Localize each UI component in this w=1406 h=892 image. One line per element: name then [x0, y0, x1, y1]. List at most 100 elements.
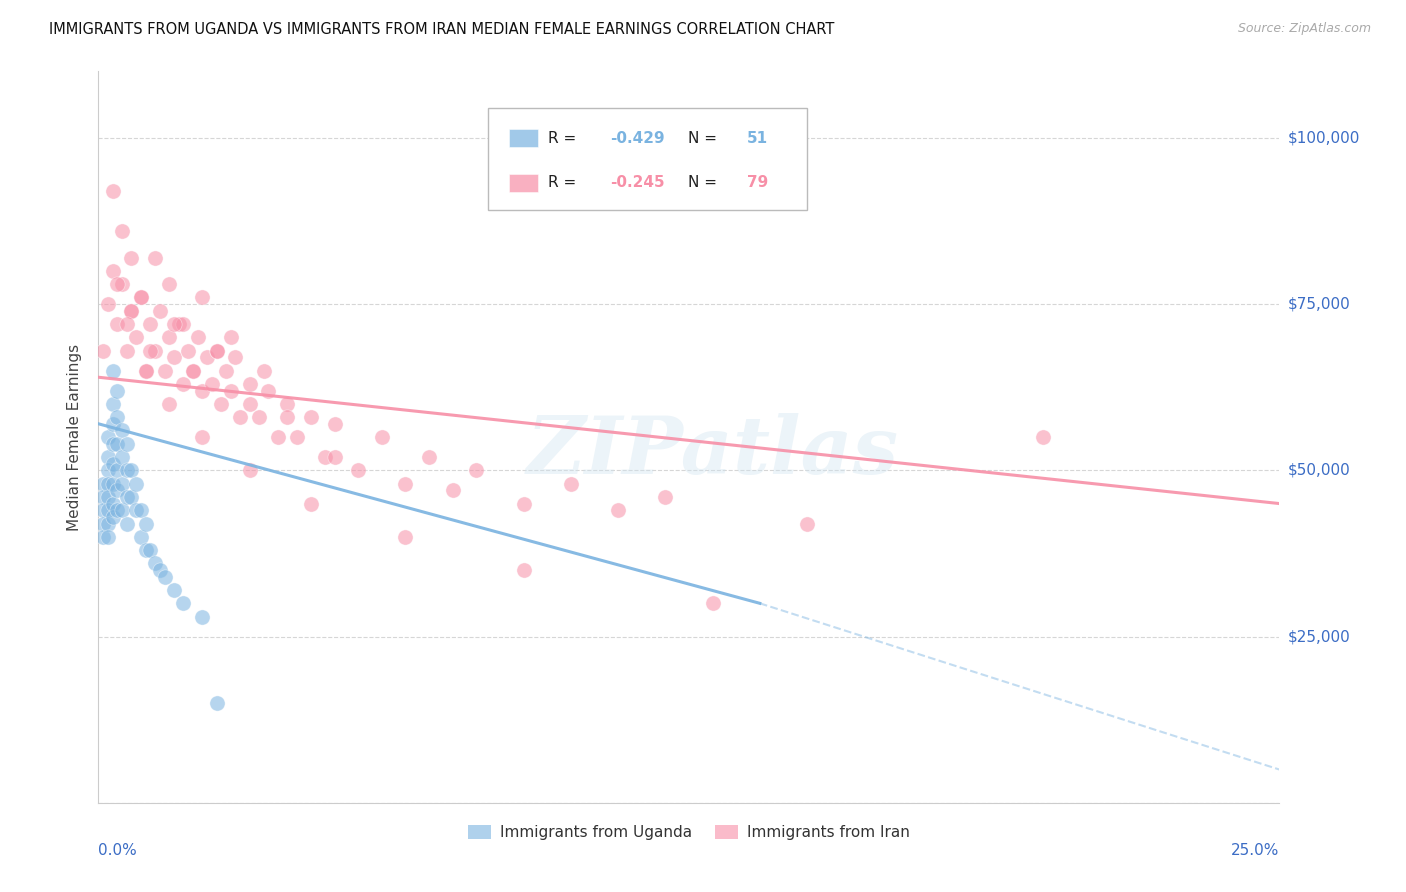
Point: [115, 436, 138, 450]
Text: ZIPatlas: ZIPatlas: [526, 413, 898, 491]
Point: [101, 436, 124, 450]
Point: [111, 424, 134, 438]
Point: [187, 330, 209, 344]
Point: [167, 317, 190, 331]
Point: [105, 463, 128, 477]
Point: [135, 363, 157, 377]
Point: [125, 330, 148, 344]
Point: [371, 430, 394, 444]
Point: [239, 397, 262, 411]
Point: [105, 503, 128, 517]
Point: [205, 343, 228, 358]
Point: [115, 317, 138, 331]
Text: 0.0%: 0.0%: [98, 843, 138, 858]
Point: [149, 563, 172, 577]
Text: $75,000: $75,000: [1288, 297, 1351, 311]
Point: [115, 516, 138, 531]
Point: [153, 363, 176, 377]
Point: [105, 436, 128, 450]
Point: [91, 490, 114, 504]
Point: [314, 450, 336, 464]
Point: [115, 343, 138, 358]
Point: [91, 343, 114, 358]
Point: [143, 251, 166, 265]
Point: [101, 457, 124, 471]
Point: [276, 410, 298, 425]
Point: [219, 384, 242, 398]
Point: [105, 384, 128, 398]
Point: [229, 410, 252, 425]
Point: [101, 363, 124, 377]
Point: [135, 363, 157, 377]
Point: [121, 251, 143, 265]
Point: [181, 363, 204, 377]
Point: [125, 503, 148, 517]
Point: [111, 503, 134, 517]
Point: [101, 397, 124, 411]
Point: [441, 483, 464, 498]
Point: [172, 376, 194, 391]
Point: [129, 290, 152, 304]
Point: [139, 343, 162, 358]
Point: [560, 476, 582, 491]
Point: [702, 596, 724, 610]
Y-axis label: Median Female Earnings: Median Female Earnings: [67, 343, 83, 531]
Point: [111, 224, 134, 238]
Point: [205, 343, 228, 358]
Point: [299, 410, 322, 425]
Point: [394, 530, 416, 544]
Point: [97, 450, 120, 464]
Point: [347, 463, 370, 477]
Point: [139, 543, 162, 558]
Text: $100,000: $100,000: [1288, 130, 1360, 145]
Point: [191, 384, 214, 398]
Text: R =: R =: [548, 176, 582, 190]
Text: Source: ZipAtlas.com: Source: ZipAtlas.com: [1237, 22, 1371, 36]
Point: [163, 317, 186, 331]
Point: [105, 483, 128, 498]
Point: [224, 351, 246, 365]
Point: [129, 530, 152, 544]
Point: [239, 463, 262, 477]
Point: [121, 490, 143, 504]
Point: [247, 410, 270, 425]
Point: [149, 303, 172, 318]
Point: [97, 476, 120, 491]
Point: [157, 277, 180, 292]
Point: [111, 277, 134, 292]
Point: [323, 450, 346, 464]
Text: -0.429: -0.429: [610, 131, 665, 145]
Point: [105, 410, 128, 425]
Text: $50,000: $50,000: [1288, 463, 1351, 478]
Point: [153, 570, 176, 584]
Point: [143, 557, 166, 571]
Point: [1032, 430, 1054, 444]
Point: [163, 582, 186, 597]
Point: [654, 490, 676, 504]
Point: [267, 430, 290, 444]
Point: [125, 476, 148, 491]
Point: [121, 463, 143, 477]
Point: [172, 317, 194, 331]
Point: [121, 303, 143, 318]
FancyBboxPatch shape: [509, 129, 537, 147]
Point: [91, 530, 114, 544]
Point: [111, 476, 134, 491]
Point: [181, 363, 204, 377]
Text: $25,000: $25,000: [1288, 629, 1351, 644]
Point: [97, 463, 120, 477]
Point: [172, 596, 194, 610]
Legend: Immigrants from Uganda, Immigrants from Iran: Immigrants from Uganda, Immigrants from …: [461, 819, 917, 847]
Point: [323, 417, 346, 431]
Point: [111, 450, 134, 464]
Point: [139, 317, 162, 331]
Point: [97, 503, 120, 517]
Point: [101, 497, 124, 511]
Point: [143, 343, 166, 358]
Point: [129, 290, 152, 304]
Point: [101, 476, 124, 491]
Point: [276, 397, 298, 411]
Point: [115, 463, 138, 477]
Point: [157, 397, 180, 411]
Text: N =: N =: [688, 176, 721, 190]
